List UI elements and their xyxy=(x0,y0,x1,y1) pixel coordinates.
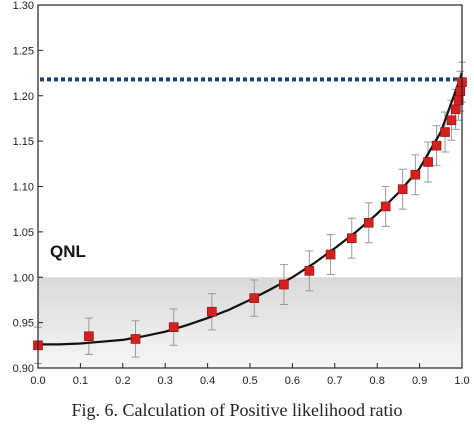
shaded-region xyxy=(38,277,462,368)
x-tick-label: 1.0 xyxy=(454,375,469,387)
x-tick-label: 0.8 xyxy=(370,375,385,387)
data-point-marker xyxy=(440,127,450,137)
y-tick-label: 0.95 xyxy=(13,318,34,330)
y-tick-label: 1.15 xyxy=(13,136,34,148)
y-tick-label: 1.30 xyxy=(13,0,34,12)
x-tick-label: 0.5 xyxy=(242,375,257,387)
data-point-marker xyxy=(380,201,391,212)
y-tick-label: 1.20 xyxy=(13,91,34,103)
data-point-marker xyxy=(304,266,315,276)
x-tick-label: 0.9 xyxy=(412,375,427,387)
data-point-marker xyxy=(397,184,408,195)
y-tick-label: 0.90 xyxy=(13,363,34,375)
y-tick-label: 1.10 xyxy=(13,182,34,194)
data-point-marker xyxy=(410,169,421,180)
data-point-marker xyxy=(207,306,217,317)
y-tick-label: 1.00 xyxy=(13,272,34,284)
data-point-marker xyxy=(363,218,374,228)
data-point-marker xyxy=(130,334,141,344)
x-tick-label: 0.1 xyxy=(73,375,88,387)
data-point-marker xyxy=(249,293,260,303)
region-label: QNL xyxy=(50,242,86,261)
chart: 0.90 0.95 1.00 1.05 1.10 1.15 1.20 1.25 1.30 0.0… xyxy=(13,0,470,387)
x-axis-ticks: 0.0 0.1 0.2 0.3 0.4 0.5 0.6 0.7 0.8 0.9 1.0 xyxy=(30,363,470,387)
data-point-marker xyxy=(423,157,433,167)
x-tick-label: 0.2 xyxy=(115,375,130,387)
data-point-marker xyxy=(279,279,289,290)
y-tick-label: 1.25 xyxy=(13,45,34,57)
figure-caption: Fig. 6. Calculation of Positive likeliho… xyxy=(71,400,403,420)
data-point-marker xyxy=(346,233,357,244)
data-point-marker xyxy=(446,115,457,126)
x-tick-label: 0.4 xyxy=(200,375,215,387)
data-point-marker xyxy=(325,249,336,260)
y-axis-ticks: 0.90 0.95 1.00 1.05 1.10 1.15 1.20 1.25 1.30 xyxy=(13,0,43,375)
data-point-marker xyxy=(450,104,461,115)
plot-frame xyxy=(37,4,463,369)
x-tick-label: 0.3 xyxy=(158,375,173,387)
data-point-marker xyxy=(84,331,94,342)
data-point-marker xyxy=(431,140,442,151)
y-tick-label: 1.05 xyxy=(13,227,34,239)
data-point-marker xyxy=(168,322,179,332)
data-point-marker xyxy=(455,86,466,97)
x-tick-label: 0.7 xyxy=(327,375,342,387)
x-tick-label: 0.6 xyxy=(285,375,300,387)
x-tick-label: 0.0 xyxy=(30,375,45,387)
